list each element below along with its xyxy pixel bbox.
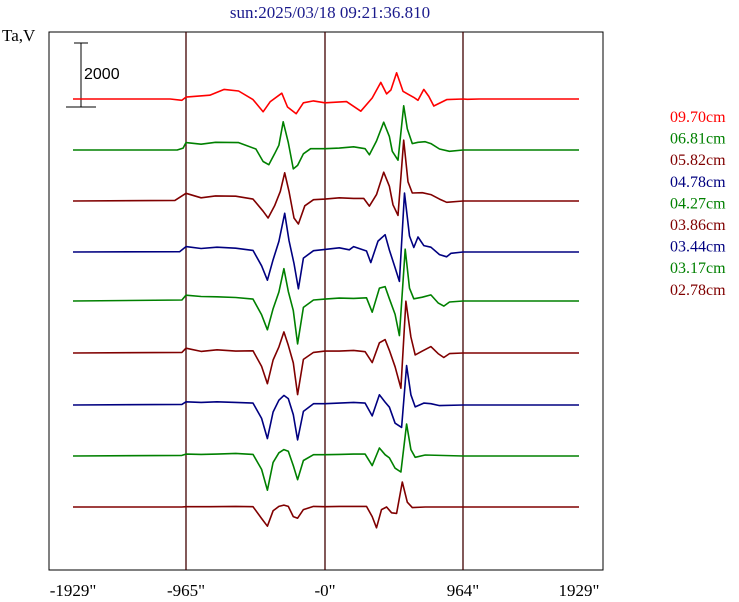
trace-06.81cm xyxy=(73,105,579,170)
x-tick-labels: -1929" -965" -0" 964" 1929" xyxy=(50,581,600,600)
legend-item: 09.70cm xyxy=(670,109,726,126)
legend-item: 02.78cm xyxy=(670,282,726,299)
trace-03.17cm xyxy=(72,423,579,492)
trace-04.27cm xyxy=(72,248,579,345)
x-tick-label: -0" xyxy=(314,581,335,600)
plot-frame xyxy=(48,31,604,571)
scale-bar-label: 2000 xyxy=(84,66,120,83)
x-tick-label: -965" xyxy=(167,581,205,600)
legend-item: 03.44cm xyxy=(670,239,726,256)
traces xyxy=(72,72,579,529)
legend-item: 05.82cm xyxy=(670,152,726,169)
trace-03.44cm xyxy=(72,364,579,441)
trace-09.70cm xyxy=(73,72,579,115)
y-axis-label: Ta,V xyxy=(2,26,36,45)
legend: 09.70cm 06.81cm 05.82cm 04.78cm 04.27cm 03.86… xyxy=(670,109,726,299)
x-tick-label: 1929" xyxy=(559,581,600,600)
scale-bar xyxy=(66,42,96,108)
chart-title: sun:2025/03/18 09:21:36.810 xyxy=(230,3,430,22)
trace-03.86cm xyxy=(72,300,579,396)
legend-item: 04.27cm xyxy=(670,195,726,212)
vertical-reference-lines xyxy=(185,32,464,570)
x-tick-label: 964" xyxy=(447,581,479,600)
x-tick-label: -1929" xyxy=(50,581,97,600)
trace-05.82cm xyxy=(72,139,579,225)
trace-04.78cm xyxy=(72,192,579,290)
legend-item: 03.17cm xyxy=(670,260,726,277)
trace-02.78cm xyxy=(73,481,579,529)
legend-item: 03.86cm xyxy=(670,217,726,234)
legend-item: 06.81cm xyxy=(670,131,726,148)
legend-item: 04.78cm xyxy=(670,174,726,191)
